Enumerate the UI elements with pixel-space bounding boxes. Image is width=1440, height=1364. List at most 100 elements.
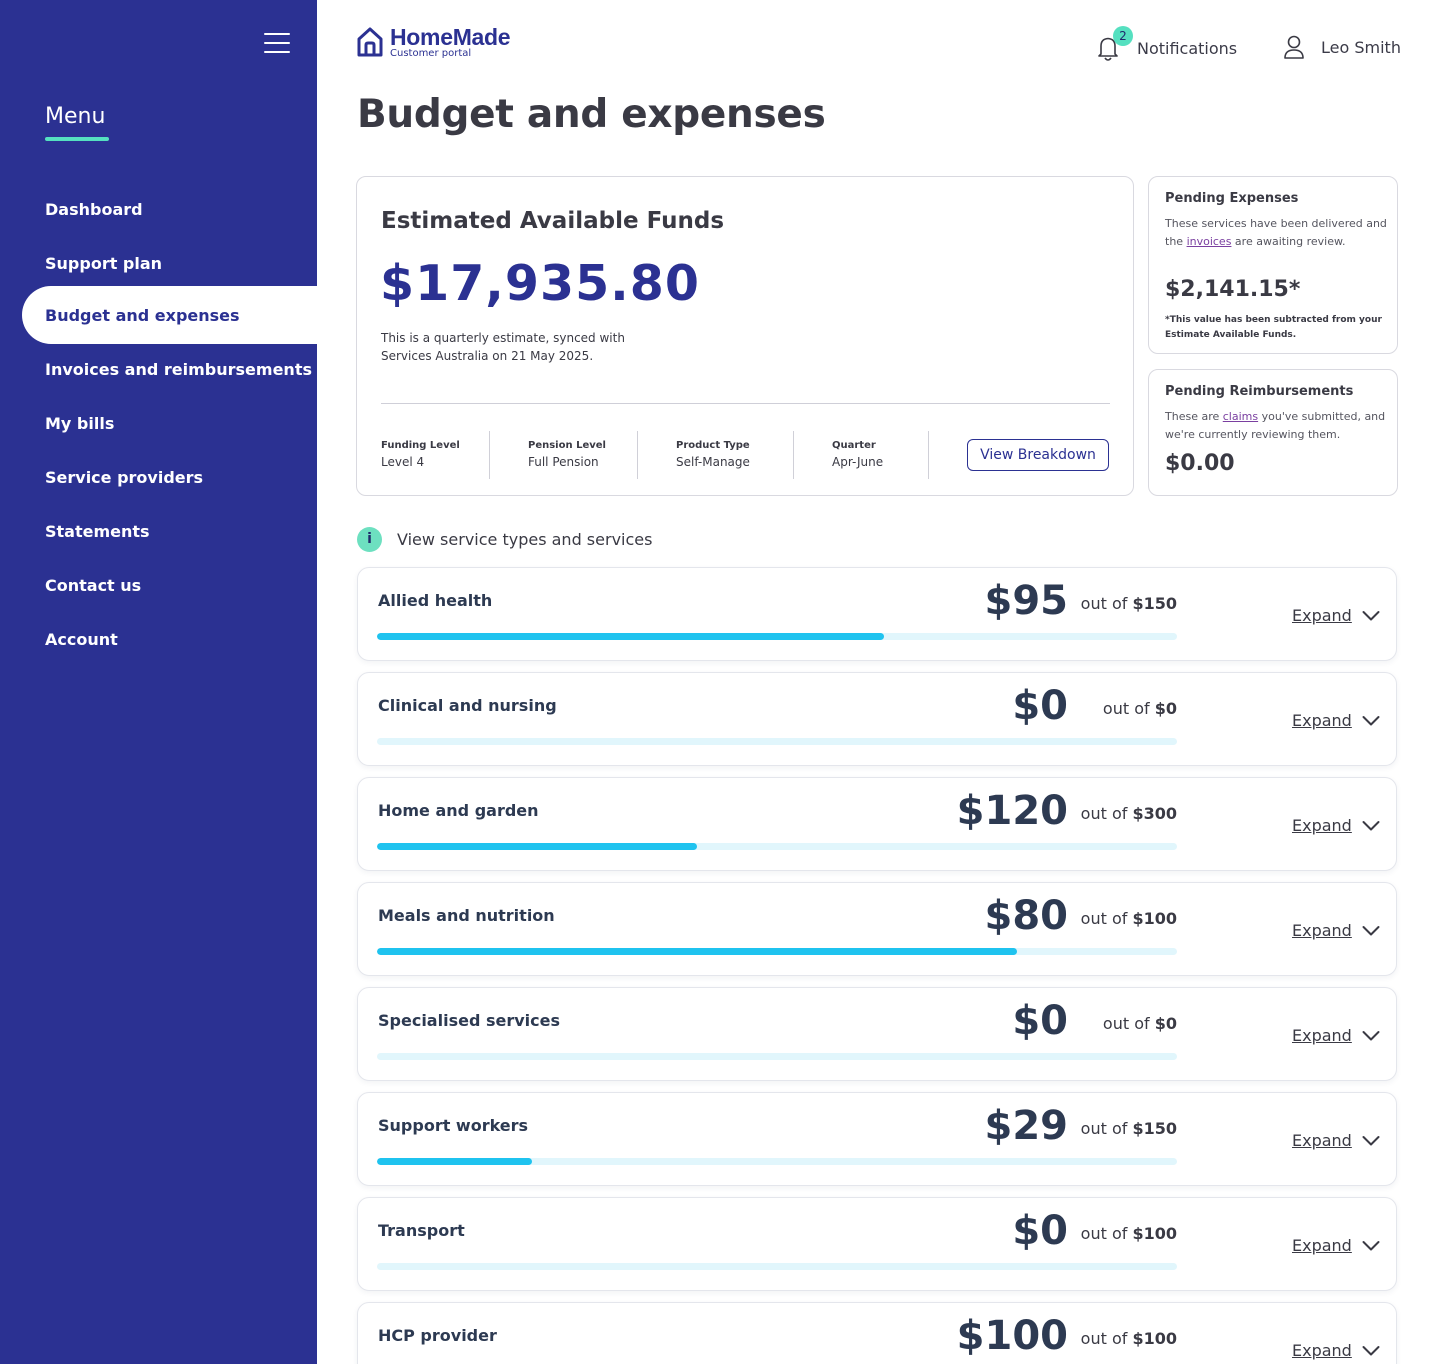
service-progress-track: [377, 738, 1177, 745]
pending-reimbursements-card: Pending Reimbursements These are claims …: [1148, 369, 1398, 496]
bell-icon: 2: [1096, 26, 1133, 62]
meta-funding-level: Funding Level Level 4: [381, 440, 460, 469]
service-row-hcp-provider: HCP provider $100 out of $100 Expand: [357, 1302, 1397, 1364]
service-row-meals-and-nutrition: Meals and nutrition $80 out of $100 Expand: [357, 882, 1397, 976]
sidebar-item-budget-and-expenses[interactable]: Budget and expenses: [22, 286, 317, 344]
service-total: out of $100: [1058, 1224, 1177, 1243]
service-progress-fill: [377, 843, 697, 850]
chevron-down-icon: [1362, 1135, 1380, 1145]
menu-title: Menu: [45, 104, 106, 129]
service-progress-track: [377, 843, 1177, 850]
service-row-support-workers: Support workers $29 out of $150 Expand: [357, 1092, 1397, 1186]
service-spent-amount: $80: [984, 893, 1069, 939]
out-of-label: out of: [1080, 1224, 1128, 1243]
notifications-button[interactable]: 2 Notifications: [1096, 26, 1238, 62]
service-name: Clinical and nursing: [378, 696, 557, 715]
funds-note: This is a quarterly estimate, synced wit…: [381, 331, 625, 363]
service-progress-track: [377, 1158, 1177, 1165]
divider: [637, 431, 638, 479]
user-menu[interactable]: Leo Smith: [1283, 34, 1401, 60]
sidebar: Menu Dashboard Support plan Budget and e…: [0, 0, 317, 1364]
service-spent-amount: $100: [956, 1313, 1068, 1359]
service-total-amount: $100: [1132, 1329, 1177, 1348]
sidebar-item-invoices-and-reimbursements[interactable]: Invoices and reimbursements: [45, 359, 312, 379]
meta-value: Self-Manage: [676, 455, 750, 469]
service-name: Specialised services: [378, 1011, 560, 1030]
service-progress-fill: [377, 948, 1017, 955]
service-spent-amount: $0: [1012, 998, 1068, 1044]
sidebar-item-my-bills[interactable]: My bills: [45, 413, 115, 433]
brand-name: HomeMade: [390, 23, 511, 50]
expand-label: Expand: [1292, 1341, 1352, 1360]
sidebar-item-service-providers[interactable]: Service providers: [45, 467, 204, 487]
divider: [489, 431, 490, 479]
service-name: HCP provider: [378, 1326, 497, 1345]
info-label: View service types and services: [397, 530, 653, 549]
estimated-funds-card: Estimated Available Funds $17,935.80 Thi…: [356, 176, 1134, 496]
sidebar-item-contact-us[interactable]: Contact us: [45, 575, 142, 595]
expand-button[interactable]: Expand: [1292, 606, 1380, 625]
expand-label: Expand: [1292, 1026, 1352, 1045]
info-icon: i: [357, 527, 382, 552]
invoices-link[interactable]: invoices: [1186, 235, 1232, 248]
expand-button[interactable]: Expand: [1292, 1131, 1380, 1150]
pending-expenses-footnote: *This value has been subtracted from you…: [1165, 315, 1382, 340]
brand-logo[interactable]: HomeMade Customer portal: [356, 23, 511, 60]
pending-expenses-amount: $2,141.15*: [1165, 277, 1301, 302]
sidebar-item-account[interactable]: Account: [45, 629, 118, 649]
service-total: out of $0: [1058, 1014, 1177, 1033]
pending-reimbursements-amount: $0.00: [1165, 451, 1235, 476]
expand-button[interactable]: Expand: [1292, 1236, 1380, 1255]
divider: [381, 403, 1110, 404]
service-progress-track: [377, 1263, 1177, 1270]
service-spent-amount: $29: [984, 1103, 1069, 1149]
user-name: Leo Smith: [1321, 37, 1401, 57]
chevron-down-icon: [1362, 1240, 1380, 1250]
service-progress-fill: [377, 633, 884, 640]
chevron-down-icon: [1362, 610, 1380, 620]
expand-button[interactable]: Expand: [1292, 1026, 1380, 1045]
sidebar-item-dashboard[interactable]: Dashboard: [45, 199, 143, 219]
service-progress-track: [377, 633, 1177, 640]
out-of-label: out of: [1080, 594, 1128, 613]
funds-title: Estimated Available Funds: [381, 208, 725, 234]
service-row-home-and-garden: Home and garden $120 out of $300 Expand: [357, 777, 1397, 871]
service-total: out of $100: [1058, 909, 1177, 928]
user-icon: [1284, 35, 1304, 59]
meta-value: Level 4: [381, 455, 425, 469]
pending-expenses-card: Pending Expenses These services have bee…: [1148, 176, 1398, 354]
brand-subtitle: Customer portal: [390, 47, 472, 59]
expand-label: Expand: [1292, 711, 1352, 730]
expand-button[interactable]: Expand: [1292, 1341, 1380, 1360]
service-total-amount: $150: [1132, 1119, 1177, 1138]
service-name: Meals and nutrition: [378, 906, 555, 925]
view-breakdown-button[interactable]: View Breakdown: [967, 439, 1109, 471]
meta-label: Product Type: [676, 440, 750, 451]
description-text: you've submitted, and we're currently re…: [1165, 410, 1386, 441]
meta-value: Full Pension: [528, 455, 599, 469]
sidebar-item-support-plan[interactable]: Support plan: [45, 253, 163, 273]
description-text: These services have been delivered and t…: [1165, 217, 1387, 248]
meta-product-type: Product Type Self-Manage: [676, 440, 750, 469]
expand-label: Expand: [1292, 606, 1352, 625]
meta-quarter: Quarter Apr-June: [832, 440, 883, 469]
sidebar-item-statements[interactable]: Statements: [45, 521, 150, 541]
service-progress-fill: [377, 1158, 532, 1165]
hamburger-menu-icon[interactable]: [264, 33, 290, 53]
out-of-label: out of: [1080, 1119, 1128, 1138]
pending-expenses-title: Pending Expenses: [1165, 191, 1299, 206]
service-total: out of $150: [1058, 594, 1177, 613]
expand-button[interactable]: Expand: [1292, 816, 1380, 835]
expand-label: Expand: [1292, 1131, 1352, 1150]
expand-button[interactable]: Expand: [1292, 711, 1380, 730]
service-row-transport: Transport $0 out of $100 Expand: [357, 1197, 1397, 1291]
expand-button[interactable]: Expand: [1292, 921, 1380, 940]
view-service-types-link[interactable]: i View service types and services: [357, 527, 652, 552]
service-spent-amount: $0: [1012, 683, 1068, 729]
service-progress-track: [377, 948, 1177, 955]
funds-amount: $17,935.80: [380, 255, 700, 312]
claims-link[interactable]: claims: [1222, 410, 1259, 423]
chevron-down-icon: [1362, 1030, 1380, 1040]
notifications-label: Notifications: [1137, 38, 1238, 58]
meta-label: Pension Level: [528, 440, 606, 451]
